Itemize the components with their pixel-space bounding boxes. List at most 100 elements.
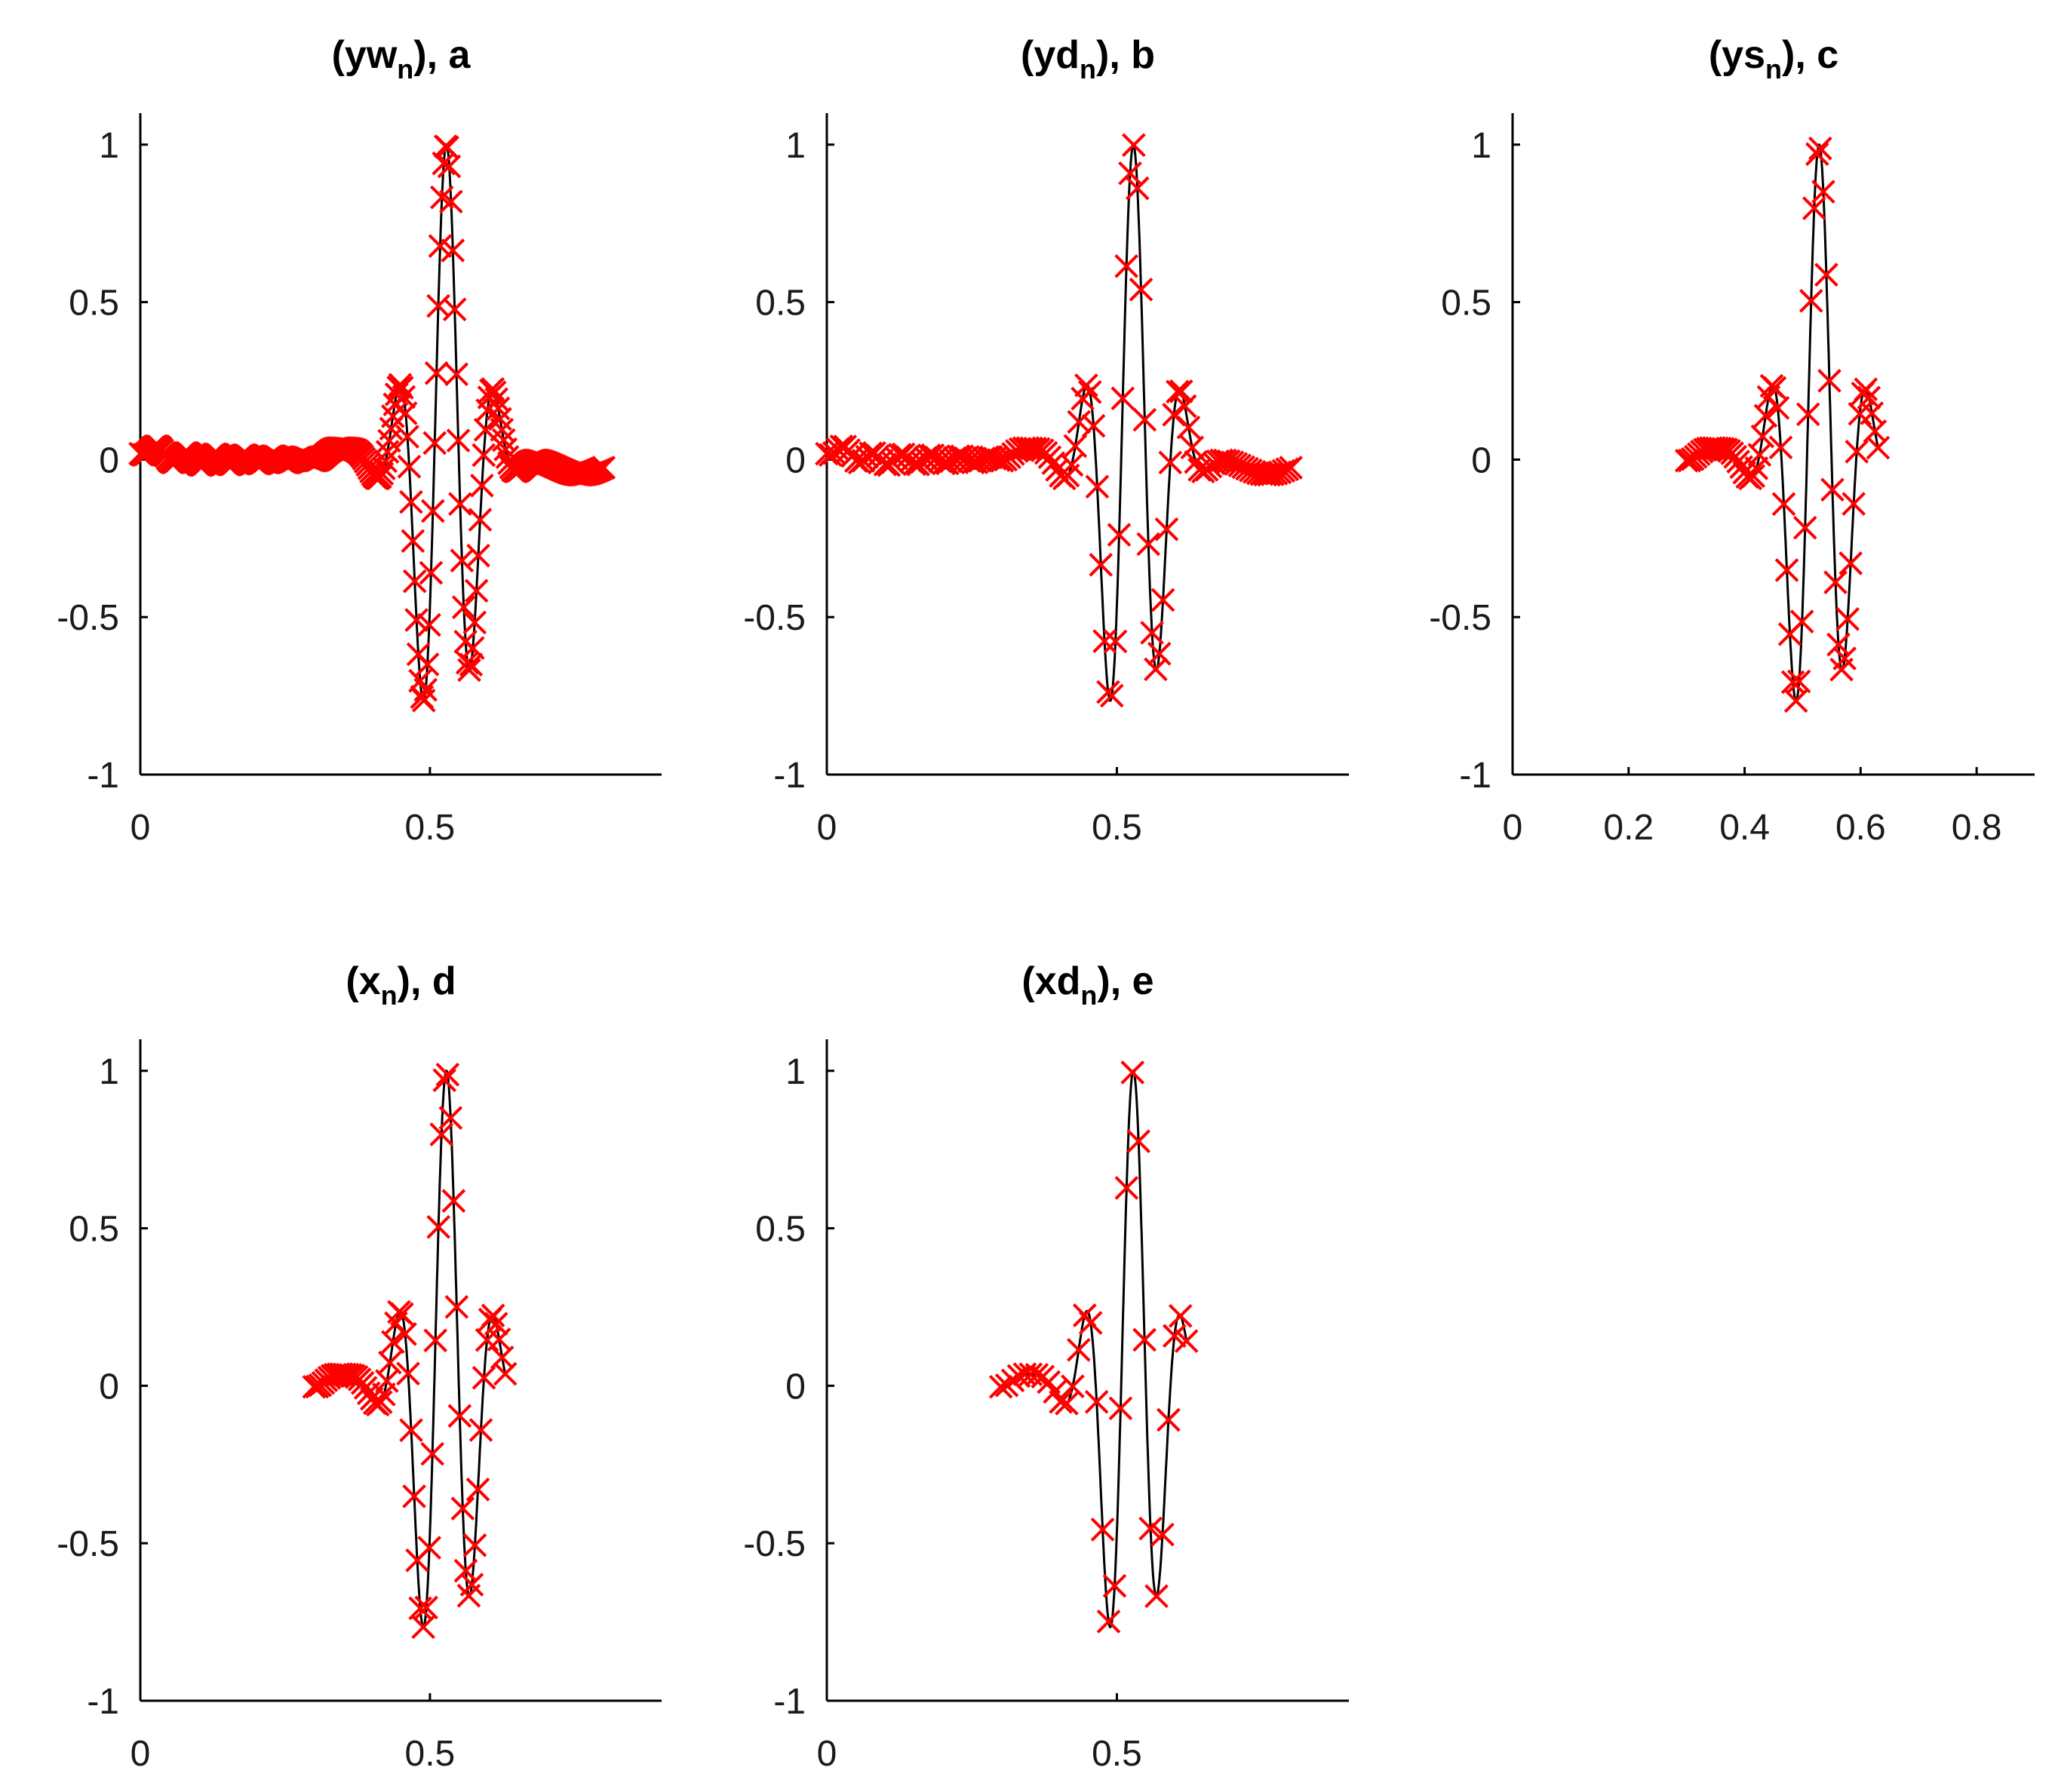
chart-title: (xdn), e	[1021, 959, 1153, 1011]
data-point-marker	[402, 569, 427, 594]
data-point-marker	[1067, 410, 1092, 434]
x-tick-label: 0.5	[1092, 1734, 1142, 1774]
data-point-marker	[946, 444, 971, 468]
data-point-marker	[1089, 553, 1114, 577]
data-point-marker	[417, 1536, 441, 1560]
data-point-marker	[1085, 474, 1110, 499]
data-point-marker	[1789, 609, 1814, 634]
data-point-marker	[426, 1215, 451, 1239]
data-point-marker	[393, 1321, 417, 1346]
chart-title: (ydn), b	[1021, 33, 1155, 84]
x-tick-label: 0.2	[1603, 808, 1654, 848]
x-tick-label: 0	[131, 1734, 151, 1774]
data-point-marker	[988, 1374, 1013, 1399]
data-point-marker	[1037, 1370, 1061, 1395]
x-tick-label: 0	[817, 1734, 837, 1774]
data-point-marker	[395, 425, 419, 449]
data-point-marker	[1108, 1396, 1133, 1421]
data-point-marker	[1136, 532, 1161, 557]
data-point-marker	[1024, 1363, 1049, 1387]
data-point-marker	[370, 462, 395, 486]
data-point-marker	[1147, 641, 1172, 666]
y-tick-label: -1	[773, 1682, 806, 1722]
data-point-marker	[1744, 456, 1769, 480]
data-point-marker	[442, 297, 467, 322]
y-tick-label: -0.5	[743, 1524, 806, 1564]
data-point-marker	[399, 489, 423, 514]
y-tick-label: 0.5	[69, 284, 119, 324]
data-point-marker	[473, 417, 498, 442]
y-tick-label: -1	[773, 756, 806, 796]
data-point-marker	[1780, 670, 1805, 695]
data-point-marker	[932, 451, 956, 476]
data-point-marker	[414, 1595, 438, 1620]
y-tick-label: 1	[785, 1052, 806, 1092]
data-point-marker	[417, 612, 441, 637]
x-tick-label: 0	[1503, 808, 1523, 848]
data-point-marker	[396, 1361, 420, 1386]
data-point-marker	[466, 543, 490, 568]
data-point-marker	[1768, 435, 1793, 460]
data-point-marker	[1132, 407, 1157, 432]
data-point-marker	[381, 1330, 405, 1355]
data-point-marker	[493, 1361, 518, 1386]
data-point-marker	[451, 595, 476, 619]
data-point-marker	[1842, 492, 1866, 516]
data-point-marker	[420, 499, 445, 523]
y-tick-label: -1	[1459, 756, 1491, 796]
data-point-marker	[1169, 379, 1193, 404]
data-point-marker	[1150, 1522, 1175, 1547]
data-point-marker	[464, 578, 489, 603]
data-point-marker	[1826, 632, 1851, 657]
data-point-marker	[1063, 434, 1088, 459]
data-point-marker	[1140, 621, 1164, 645]
y-tick-label: 1	[99, 1052, 119, 1092]
data-point-marker	[1750, 424, 1775, 449]
data-point-marker	[1220, 450, 1245, 474]
y-tick-label: -0.5	[743, 598, 806, 638]
data-point-marker	[1765, 395, 1790, 420]
x-tick-label: 0	[131, 808, 151, 848]
data-point-marker	[1176, 415, 1201, 440]
data-point-marker	[419, 560, 444, 585]
y-tick-label: 0.5	[755, 284, 806, 324]
data-point-marker	[399, 1418, 423, 1443]
data-point-marker	[1132, 1327, 1157, 1352]
y-tick-label: 1	[1471, 126, 1491, 166]
data-point-marker	[1158, 450, 1183, 475]
data-point-marker	[439, 189, 463, 214]
data-point-marker	[902, 452, 927, 477]
data-point-marker	[1174, 1329, 1199, 1353]
data-point-marker	[1805, 142, 1829, 167]
y-tick-label: 0	[785, 440, 806, 480]
x-tick-label: 0.4	[1719, 808, 1770, 848]
data-point-marker	[859, 441, 883, 465]
chart-title: (ywn), a	[332, 33, 472, 84]
data-point-marker	[1774, 558, 1799, 582]
data-point-marker	[438, 1106, 463, 1131]
x-tick-label: 0.5	[405, 1734, 456, 1774]
data-point-marker	[423, 1328, 448, 1353]
data-point-marker	[1084, 1389, 1109, 1414]
data-point-marker	[468, 508, 493, 532]
y-tick-label: 1	[785, 126, 806, 166]
data-point-marker	[873, 452, 898, 477]
data-point-marker	[1168, 1303, 1193, 1328]
data-point-marker	[1835, 607, 1860, 631]
data-point-marker	[411, 1615, 435, 1640]
data-point-marker	[448, 492, 472, 517]
data-point-marker	[1118, 161, 1142, 186]
data-point-marker	[1267, 460, 1292, 485]
y-tick-label: -1	[87, 1682, 119, 1722]
data-point-marker	[1090, 1517, 1115, 1542]
data-point-marker	[1157, 1407, 1181, 1432]
data-point-marker	[424, 361, 449, 385]
data-point-marker	[1074, 373, 1098, 397]
chart-title: (xn), d	[346, 959, 456, 1011]
data-point-marker	[375, 1369, 399, 1393]
data-point-marker	[437, 154, 462, 179]
data-point-marker	[1832, 646, 1857, 670]
data-point-marker	[1792, 515, 1817, 540]
data-point-marker	[1037, 445, 1062, 470]
